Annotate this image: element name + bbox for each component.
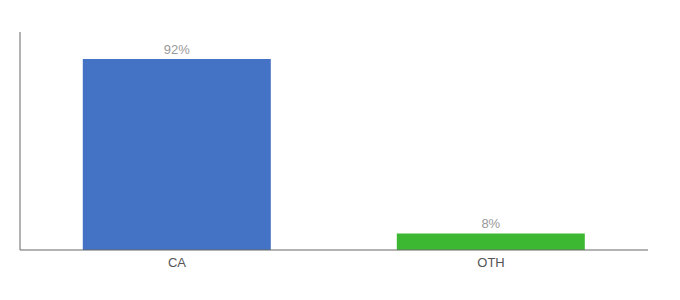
svg-text:8%: 8%: [481, 216, 500, 231]
svg-text:CA: CA: [168, 255, 186, 270]
svg-text:OTH: OTH: [477, 255, 504, 270]
svg-text:92%: 92%: [164, 42, 190, 57]
